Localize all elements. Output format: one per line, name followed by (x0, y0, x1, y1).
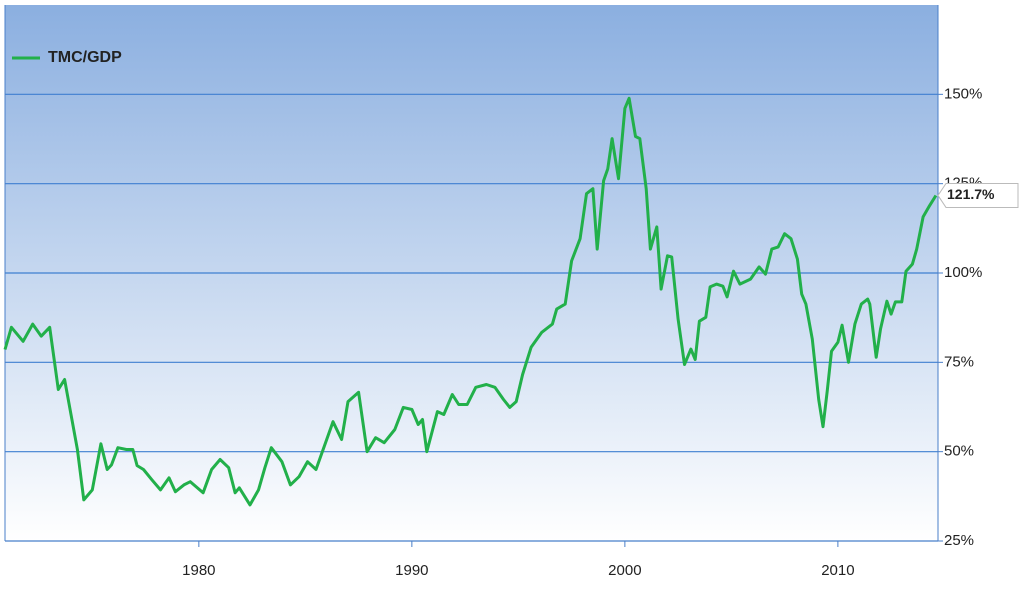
y-tick-label: 75% (944, 353, 974, 370)
y-tick-label: 25% (944, 532, 974, 549)
legend-label: TMC/GDP (48, 49, 122, 66)
x-tick-label: 2000 (608, 562, 641, 579)
y-tick-label: 100% (944, 264, 982, 281)
labels: 25%50%75%100%125%150%1980199020002010TMC… (12, 49, 1019, 579)
x-tick-label: 1980 (182, 562, 215, 579)
end-label: 121.7% (947, 186, 995, 202)
series-line (3, 96, 938, 507)
x-tick-label: 1990 (395, 562, 428, 579)
end-label-box (937, 182, 1019, 208)
lines (3, 96, 938, 507)
y-tick-label: 50% (944, 443, 974, 460)
x-tick-label: 2010 (821, 562, 854, 579)
y-tick-label: 150% (944, 85, 982, 102)
